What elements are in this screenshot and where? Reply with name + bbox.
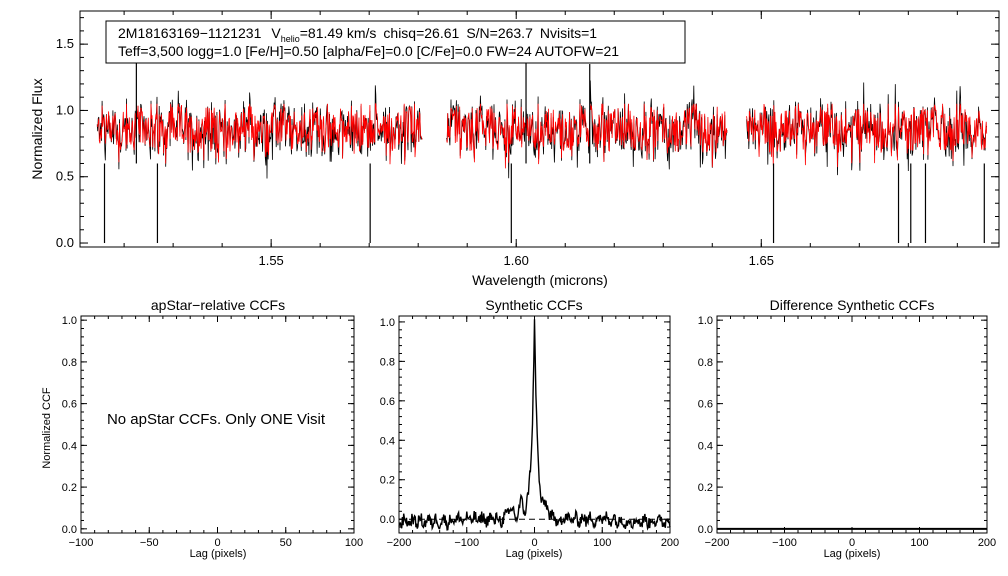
info-params: Teff=3,500 logg=1.0 [Fe/H]=0.50 [alpha/F…	[118, 43, 619, 59]
ytick-label: 0.6	[62, 399, 77, 411]
xtick-label: 100	[910, 537, 928, 549]
ytick-label: 0.8	[380, 356, 395, 368]
spectrum-plot-area	[96, 57, 988, 244]
info-snr: S/N=263.7	[466, 25, 533, 41]
spectrum-frame	[79, 10, 1000, 248]
xtick-label: 100	[345, 537, 363, 549]
spectrum-ticks: 1.55 1.60 1.65 0.0 0.5 1.0 1.5	[56, 11, 999, 268]
info-v-value: =81.49 km/s	[300, 25, 377, 41]
ytick-label: 0.8	[698, 357, 713, 369]
xtick-label: 200	[978, 537, 996, 549]
difference-xlabel: Lag (pixels)	[824, 548, 881, 560]
ytick-label: 0.0	[56, 235, 74, 250]
info-v-prefix: V	[271, 25, 281, 41]
spectrum-panel: 1.55 1.60 1.65 0.0 0.5 1.0 1.5 Wavelength (mic…	[29, 10, 1000, 288]
xtick-label: 0	[849, 537, 855, 549]
info-line-1: 2M18163169−1121231 Vhelio=81.49 km/s chisq…	[118, 25, 597, 44]
ytick-label: 0.0	[698, 524, 713, 536]
ytick-label: 0.4	[62, 440, 77, 452]
xtick-label: 50	[280, 537, 292, 549]
ytick-label: 0.8	[62, 357, 77, 369]
xtick-label: −50	[140, 537, 159, 549]
model-spectrum-line	[446, 103, 728, 169]
ytick-label: 0.2	[62, 482, 77, 494]
ytick-label: 0.4	[698, 440, 713, 452]
synthetic-plot-area	[398, 319, 671, 532]
ytick-label: 1.5	[56, 36, 74, 51]
xtick-label: −200	[387, 537, 412, 549]
apstar-annotation: No apStar CCFs. Only ONE Visit	[107, 411, 326, 428]
synthetic-ccf-line	[398, 319, 671, 532]
ytick-label: 1.0	[62, 315, 77, 327]
xtick-label: 200	[661, 537, 679, 549]
spectrum-xlabel: Wavelength (microns)	[472, 272, 608, 288]
difference-title: Difference Synthetic CCFs	[770, 297, 935, 313]
xtick-label: 1.55	[258, 253, 283, 268]
xtick-label: 1.65	[749, 253, 774, 268]
xtick-label: 0	[531, 537, 537, 549]
ytick-label: 1.0	[56, 102, 74, 117]
difference-frame	[716, 315, 988, 534]
ytick-label: 0.5	[56, 169, 74, 184]
ytick-label: 0.6	[380, 396, 395, 408]
info-chisq: chisq=26.61	[383, 25, 459, 41]
difference-ccf-panel: Difference Synthetic CCFs −200 −100 0 100 20…	[698, 297, 996, 560]
xtick-label: −200	[705, 537, 730, 549]
ytick-label: 0.4	[380, 435, 395, 447]
model-spectrum-line	[746, 103, 988, 168]
synthetic-ticks: −200 −100 0 100 200 0.0 0.2 0.4 0.6 0.8 1.0	[380, 316, 679, 549]
info-box-frame	[105, 20, 686, 64]
xtick-label: −100	[772, 537, 797, 549]
apstar-xlabel: Lag (pixels)	[190, 548, 247, 560]
ytick-label: 0.2	[380, 475, 395, 487]
apstar-ccf-panel: apStar−relative CCFs −100 −50 0 50 100 0.0 0.2…	[41, 297, 363, 560]
spectrum-ylabel: Normalized Flux	[29, 78, 45, 179]
synthetic-ccf-panel: Synthetic CCFs −200 −100 0 100 200 0.0 0.2 0.4 0…	[380, 297, 679, 560]
xtick-label: 100	[593, 537, 611, 549]
ytick-label: 0.0	[62, 524, 77, 536]
xtick-label: 1.60	[504, 253, 529, 268]
apstar-ticks: −100 −50 0 50 100 0.0 0.2 0.4 0.6 0.8 1.0	[62, 315, 363, 549]
info-v-sub: helio	[281, 34, 300, 44]
ytick-label: 0.0	[380, 514, 395, 526]
ytick-label: 1.0	[380, 317, 395, 329]
spectrum-info-box: 2M18163169−1121231 Vhelio=81.49 km/s chisq…	[105, 20, 686, 64]
model-spectrum-line	[96, 103, 423, 165]
ytick-label: 0.6	[698, 399, 713, 411]
info-star-id: 2M18163169−1121231	[118, 25, 262, 41]
synthetic-title: Synthetic CCFs	[485, 297, 582, 313]
difference-ticks: −200 −100 0 100 200 0.0 0.2 0.4 0.6 0.8 1.0	[698, 315, 996, 549]
xtick-label: −100	[454, 537, 479, 549]
xtick-label: −100	[69, 537, 94, 549]
ytick-label: 1.0	[698, 315, 713, 327]
info-nvisits: Nvisits=1	[540, 25, 597, 41]
ytick-label: 0.2	[698, 482, 713, 494]
xtick-label: 0	[214, 537, 220, 549]
synthetic-xlabel: Lag (pixels)	[506, 548, 563, 560]
apstar-title: apStar−relative CCFs	[151, 297, 285, 313]
apstar-ylabel: Normalized CCF	[41, 387, 53, 469]
